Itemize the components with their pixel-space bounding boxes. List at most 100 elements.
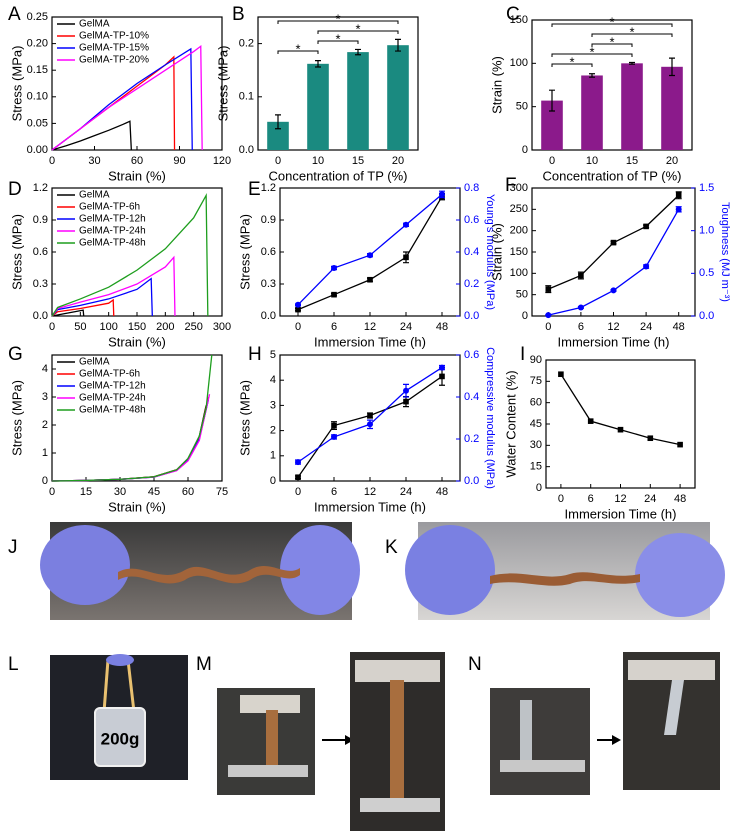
significance-bracket: [551, 23, 673, 27]
series-line: [51, 193, 209, 317]
y-axis-title: Stress (MPa): [9, 214, 24, 290]
y-tick-label: 0.20: [27, 38, 48, 50]
x-axis-title: Strain (%): [108, 168, 166, 183]
marker: [331, 265, 337, 271]
error-bar: [315, 60, 321, 68]
legend-label: GelMA-TP-12h: [79, 214, 146, 225]
y-tick-label: 100: [510, 57, 528, 69]
bar: [387, 45, 409, 150]
y-tick-label: 50: [516, 289, 528, 301]
y-tick-label: 0.6: [261, 246, 276, 258]
marker: [545, 312, 552, 319]
y-axis-title: Strain (%): [489, 223, 504, 281]
significance-bracket: [277, 50, 319, 54]
marker: [403, 387, 409, 394]
marker: [331, 433, 337, 440]
y-tick-label: 0.6: [33, 246, 48, 258]
x-tick-label: 48: [436, 486, 448, 498]
x-tick-label: 0: [295, 486, 301, 498]
y-tick-label: 0.3: [33, 278, 48, 290]
significance-bracket: [551, 53, 633, 57]
error-bar: [669, 57, 675, 77]
significance-label: *: [335, 31, 340, 46]
significance-bracket: [317, 40, 359, 44]
x-tick-label: 60: [131, 155, 143, 167]
x-tick-label: 12: [364, 321, 376, 333]
x-tick-label: 48: [436, 321, 448, 333]
x-axis-title: Concentration of TP (%): [543, 168, 682, 183]
y-tick-label: 250: [510, 203, 528, 215]
y-tick-label: 0.25: [27, 11, 48, 23]
y-tick-label: 2: [42, 419, 48, 431]
marker: [587, 418, 594, 424]
series-line: [297, 193, 443, 306]
y-tick-label: 4: [270, 374, 276, 386]
panel-letter: K: [385, 537, 398, 558]
y-axis-title: Stress (MPa): [237, 380, 252, 456]
photo-k: [405, 522, 725, 620]
y-tick-label: 0: [42, 475, 48, 487]
y-tick-label: 300: [510, 182, 528, 194]
series-line: [51, 298, 115, 317]
y-tick-label: 0.0: [261, 310, 276, 322]
legend-label: GelMA-TP-12h: [79, 381, 146, 392]
marker: [295, 459, 301, 466]
y-tick-label: 1.2: [33, 182, 48, 194]
x-tick-label: 6: [578, 321, 584, 333]
panel-letter: F: [505, 175, 517, 196]
y-tick-label: 0.2: [239, 38, 254, 50]
x-tick-label: 250: [184, 321, 202, 333]
significance-label: *: [589, 44, 594, 59]
y-tick-label: 2: [270, 425, 276, 437]
x-axis-title: Immersion Time (h): [565, 506, 677, 521]
series-line: [548, 209, 680, 316]
y2-tick-label: 0.2: [464, 278, 479, 290]
y2-tick-label: 0.2: [464, 433, 479, 445]
plot-frame: [531, 19, 693, 151]
y2-tick-label: 0.0: [699, 310, 714, 322]
plot-frame: [279, 187, 461, 317]
panel-letter: C: [506, 4, 520, 25]
series-line: [51, 354, 213, 482]
plot-frame: [51, 354, 223, 482]
marker: [577, 304, 584, 311]
marker: [295, 306, 301, 313]
y-tick-label: 0: [270, 475, 276, 487]
y-tick-label: 3: [42, 391, 48, 403]
significance-bracket: [551, 63, 593, 67]
y-tick-label: 150: [510, 246, 528, 258]
error-bar: [355, 48, 361, 56]
y-tick-label: 1: [42, 447, 48, 459]
x-tick-label: 6: [331, 321, 337, 333]
plot-frame: [257, 16, 419, 151]
x-tick-label: 0: [545, 321, 551, 333]
y-tick-label: 4: [42, 363, 48, 375]
series-line: [51, 255, 176, 317]
x-tick-label: 24: [400, 321, 412, 333]
x-tick-label: 12: [364, 486, 376, 498]
bar: [307, 63, 329, 150]
y-tick-label: 15: [530, 461, 542, 473]
legend-label: GelMA-TP-15%: [79, 43, 149, 54]
series-line: [51, 309, 85, 317]
legend-label: GelMA-TP-24h: [79, 226, 146, 237]
marker: [295, 474, 301, 481]
y-axis-title: Water Content (%): [503, 370, 518, 477]
y-tick-label: 90: [530, 354, 542, 366]
marker: [403, 254, 409, 261]
y-tick-label: 75: [530, 375, 542, 387]
x-tick-label: 200: [156, 321, 174, 333]
marker: [610, 287, 617, 294]
panel-letter: L: [8, 654, 19, 675]
x-tick-label: 30: [114, 486, 126, 498]
y-tick-label: 0: [522, 310, 528, 322]
marker: [647, 435, 654, 442]
error-bar: [589, 73, 595, 78]
y2-tick-label: 0.6: [464, 214, 479, 226]
legend-label: GelMA-TP-24h: [79, 393, 146, 404]
significance-label: *: [295, 41, 300, 56]
x-tick-label: 6: [588, 493, 594, 505]
x-axis-title: Concentration of TP (%): [269, 168, 408, 183]
significance-bracket: [317, 30, 399, 34]
